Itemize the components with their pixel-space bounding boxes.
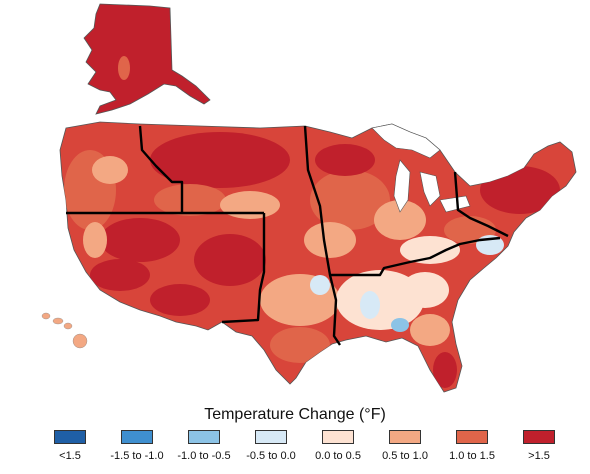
legend-swatch: [389, 430, 421, 444]
legend-item: 0.5 to 1.0: [375, 430, 435, 462]
legend-swatch: [456, 430, 488, 444]
hawaii-island: [41, 312, 51, 320]
us-temperature-change-map: [41, 3, 577, 393]
legend-item: <1.5: [40, 430, 100, 462]
legend-item: -1.5 to -1.0: [107, 430, 167, 462]
legend-item: -0.5 to 0.0: [241, 430, 301, 462]
hawaii-island: [63, 322, 73, 330]
alaska-landmass: [83, 3, 211, 115]
legend-label: >1.5: [528, 450, 550, 462]
legend-swatch: [121, 430, 153, 444]
legend-label: -0.5 to 0.0: [246, 450, 296, 462]
legend-item: 1.0 to 1.5: [442, 430, 502, 462]
legend-label: -1.5 to -1.0: [110, 450, 164, 462]
legend-item: -1.0 to -0.5: [174, 430, 234, 462]
legend-label: <1.5: [59, 450, 81, 462]
legend-swatch: [54, 430, 86, 444]
legend-item: 0.0 to 0.5: [308, 430, 368, 462]
legend-swatch: [523, 430, 555, 444]
legend-title: Temperature Change (°F): [204, 406, 386, 423]
legend-label: 0.5 to 1.0: [382, 450, 428, 462]
hawaii-region: [41, 312, 88, 349]
legend-label: -1.0 to -0.5: [177, 450, 231, 462]
legend-swatch: [322, 430, 354, 444]
legend-swatch: [255, 430, 287, 444]
legend-label: 0.0 to 0.5: [315, 450, 361, 462]
great-lakes: [371, 123, 471, 213]
legend: <1.5 -1.5 to -1.0 -1.0 to -0.5 -0.5 to 0…: [0, 430, 590, 470]
temperature-patches: [64, 132, 560, 388]
hawaii-island: [72, 333, 88, 349]
alaska-patch: [118, 56, 130, 80]
legend-swatch: [188, 430, 220, 444]
hawaii-island: [52, 317, 64, 325]
region-boundaries: [66, 125, 509, 346]
conus-region: [59, 121, 577, 393]
legend-label: 1.0 to 1.5: [449, 450, 495, 462]
alaska-region: [83, 3, 211, 115]
legend-item: >1.5: [509, 430, 569, 462]
